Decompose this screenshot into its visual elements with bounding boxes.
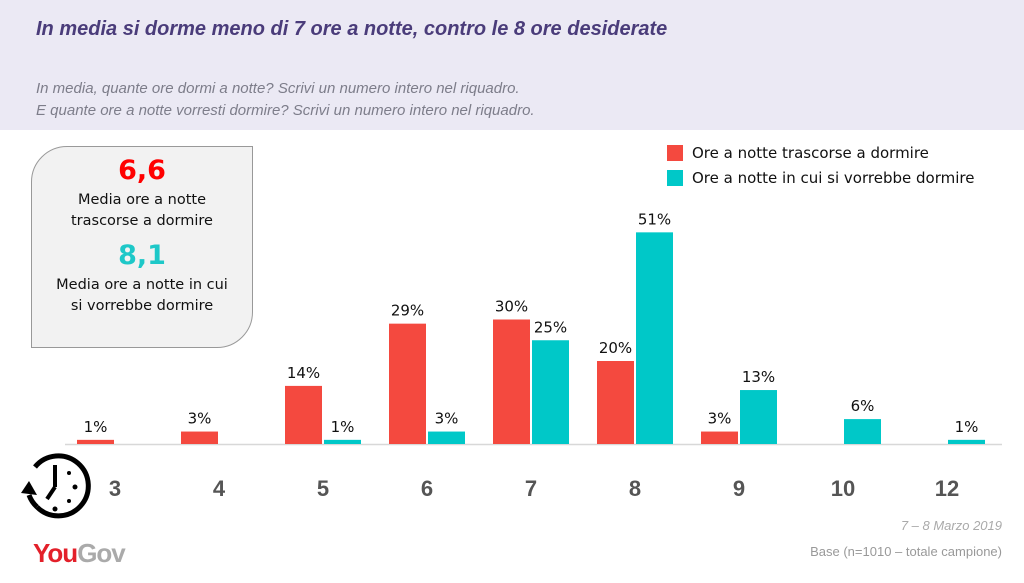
header-band: In media si dorme meno di 7 ore a notte,… (0, 0, 1024, 130)
data-label: 51% (638, 210, 671, 228)
x-tick-label: 7 (525, 476, 537, 501)
x-tick-label: 9 (733, 476, 745, 501)
bar-desired (324, 439, 361, 444)
x-tick-label: 6 (421, 476, 433, 501)
data-label: 25% (534, 318, 567, 336)
data-label: 6% (851, 397, 875, 415)
x-tick-label: 4 (213, 476, 226, 501)
question-2: E quante ore a notte vorresti dormire? S… (36, 102, 535, 119)
survey-date: 7 – 8 Marzo 2019 (900, 518, 1002, 533)
x-tick-label: 10 (831, 476, 855, 501)
question-text: In media, quante ore dormi a notte? Scri… (36, 78, 535, 122)
bar-actual (597, 361, 634, 444)
bar-actual (77, 439, 114, 444)
legend-swatch (667, 144, 683, 161)
bar-actual (493, 319, 530, 444)
bar-actual (701, 431, 738, 444)
x-tick-label: 3 (109, 476, 121, 501)
data-label: 14% (287, 364, 320, 382)
data-label: 3% (188, 410, 212, 428)
data-label: 29% (391, 302, 424, 320)
page-title: In media si dorme meno di 7 ore a notte,… (36, 18, 668, 40)
question-1: In media, quante ore dormi a notte? Scri… (36, 80, 520, 97)
bar-actual (389, 323, 426, 444)
legend-label: Ore a notte trascorse a dormire (692, 143, 929, 162)
legend-label: Ore a notte in cui si vorrebbe dormire (692, 168, 975, 187)
data-label: 13% (742, 368, 775, 386)
bar-actual (285, 385, 322, 444)
bar-actual (181, 431, 218, 444)
data-label: 20% (599, 339, 632, 357)
sample-base: Base (n=1010 – totale campione) (810, 544, 1002, 559)
legend: Ore a notte trascorse a dormire Ore a no… (667, 140, 974, 190)
mean-desired: 8,1 (118, 240, 166, 271)
mean-actual-label: Media ore a notte trascorse a dormire (71, 192, 213, 229)
bar-desired (428, 431, 465, 444)
clock-icon (21, 453, 91, 519)
yougov-logo: YouGov (33, 538, 126, 568)
mean-desired-label: Media ore a notte in cui si vorrebbe dor… (56, 277, 228, 314)
bar-desired (740, 390, 777, 444)
x-tick-label: 5 (317, 476, 329, 501)
legend-item-desired: Ore a notte in cui si vorrebbe dormire (667, 165, 974, 190)
data-label: 1% (955, 418, 979, 436)
x-tick-label: 8 (629, 476, 641, 501)
data-label: 1% (331, 418, 355, 436)
bar-desired (844, 419, 881, 444)
data-label: 3% (708, 410, 732, 428)
legend-item-actual: Ore a notte trascorse a dormire (667, 140, 974, 165)
data-label: 1% (84, 418, 108, 436)
data-label: 3% (435, 410, 459, 428)
bar-desired (532, 340, 569, 444)
x-tick-label: 12 (935, 476, 959, 501)
bar-desired (948, 439, 985, 444)
mean-actual: 6,6 (118, 155, 166, 186)
data-label: 30% (495, 298, 528, 316)
summary-box: 6,6 Media ore a notte trascorse a dormir… (31, 146, 253, 348)
bar-desired (636, 232, 673, 444)
legend-swatch (667, 169, 683, 186)
